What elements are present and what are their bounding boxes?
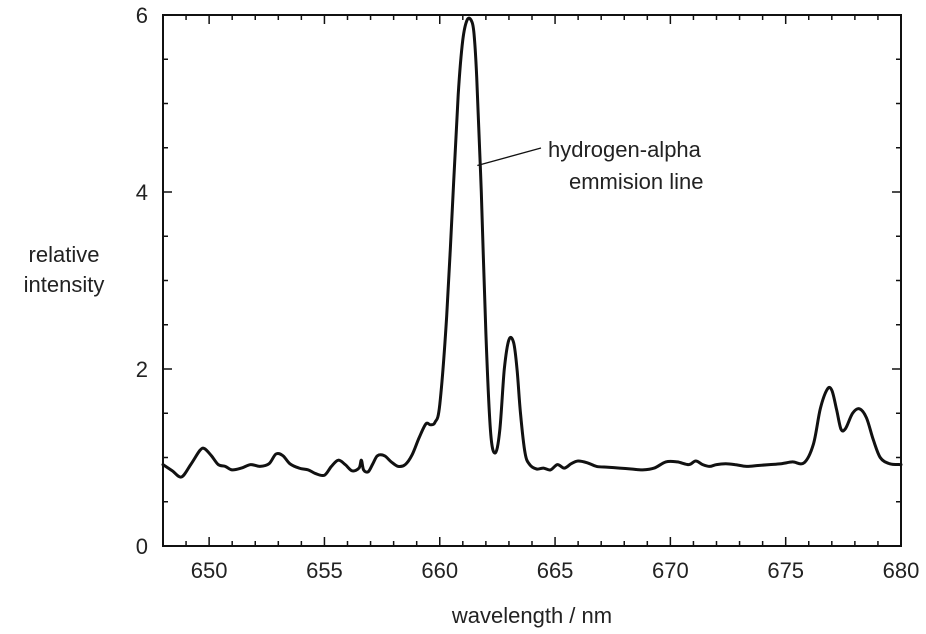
x-tick-label: 655 (306, 558, 343, 583)
x-tick-label: 665 (537, 558, 574, 583)
x-tick-label: 680 (883, 558, 920, 583)
x-tick-label: 670 (652, 558, 689, 583)
x-tick-label: 660 (421, 558, 458, 583)
y-tick-label: 4 (136, 180, 148, 205)
annotation-line-2: emmision line (569, 169, 704, 194)
y-tick-label: 6 (136, 3, 148, 28)
x-tick-label: 650 (191, 558, 228, 583)
tick-labels: 650 655 660 665 670 675 680 0 2 4 6 (136, 3, 920, 583)
x-tick-label: 675 (767, 558, 804, 583)
axis-ticks (162, 14, 902, 547)
y-axis-label-line-1: relative (28, 242, 100, 267)
y-tick-label: 2 (136, 357, 148, 382)
x-axis-label: wavelength / nm (451, 603, 612, 628)
y-axis-label-line-2: intensity (23, 272, 105, 297)
annotation-line-1: hydrogen-alpha (548, 137, 702, 162)
annotation-pointer-line (477, 147, 542, 167)
intensity-series-line (161, 16, 903, 479)
y-axis-label: relative intensity (0, 240, 128, 300)
y-tick-label: 0 (136, 534, 148, 559)
